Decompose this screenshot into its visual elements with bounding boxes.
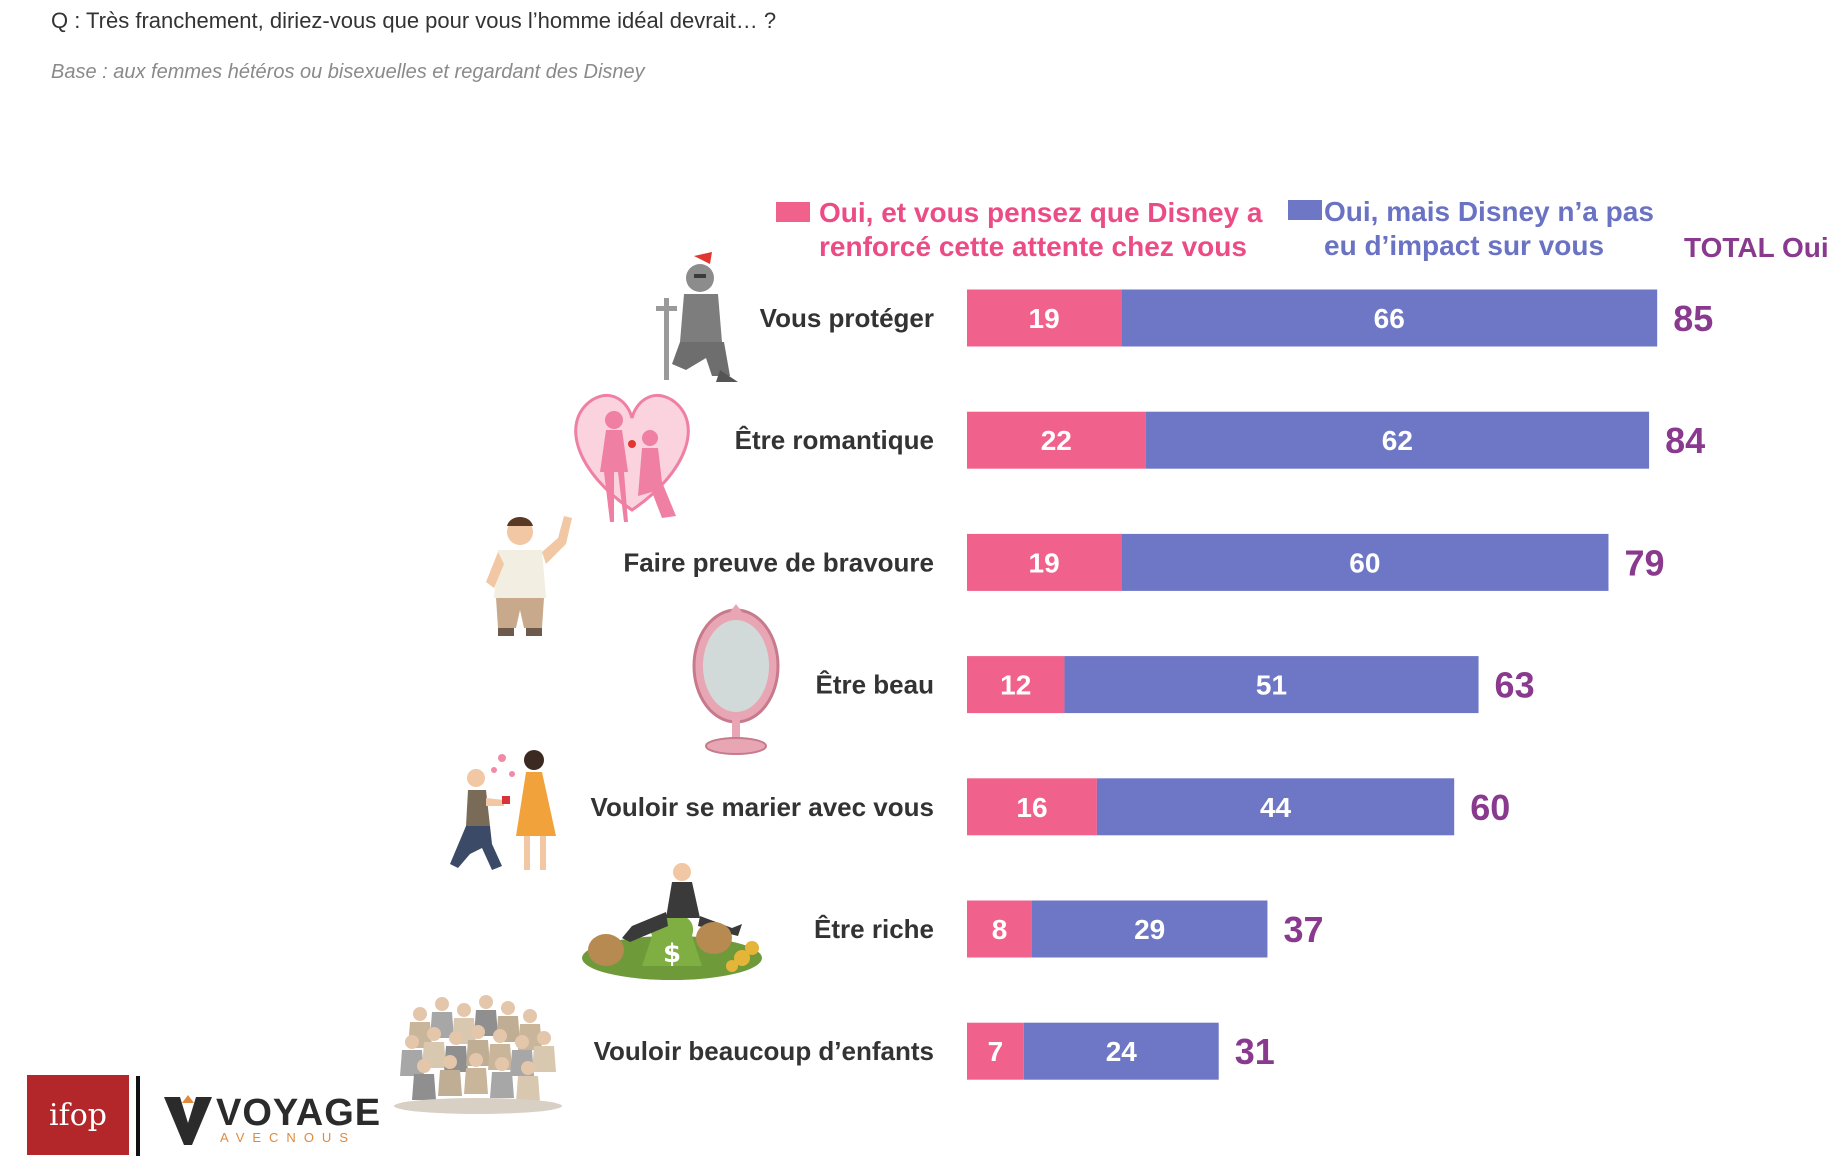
- total-value-label: 84: [1665, 420, 1705, 461]
- romantic-couple-heart-icon: [574, 394, 690, 522]
- bar-segment-disney-reinforced: [967, 778, 1097, 836]
- total-value-label: 37: [1283, 909, 1323, 950]
- legend-swatch-pink: [776, 202, 810, 222]
- bar-segment-disney-reinforced: [967, 411, 1146, 469]
- bar-value-label: 7: [988, 1036, 1004, 1067]
- rich-man-money-bags-icon: $: [582, 863, 762, 980]
- legend-blue-line1: Oui, mais Disney n’a pas: [1324, 196, 1654, 227]
- bar-segment-no-impact: [1031, 900, 1268, 958]
- bar-value-label: 12: [1000, 670, 1031, 701]
- bar-segment-disney-reinforced: [967, 533, 1122, 591]
- ifop-logo: ifop: [27, 1075, 129, 1155]
- total-value-label: 63: [1495, 665, 1535, 706]
- voyage-v-icon: [164, 1095, 212, 1145]
- bar-value-label: 44: [1260, 792, 1292, 823]
- category-label: Être riche: [814, 914, 934, 944]
- bar-segment-disney-reinforced: [967, 1022, 1024, 1080]
- total-value-label: 31: [1235, 1031, 1275, 1072]
- legend-swatch-blue: [1288, 200, 1322, 220]
- bar-segment-no-impact: [1145, 411, 1650, 469]
- bar-segment-no-impact: [1121, 533, 1609, 591]
- bar-value-label: 29: [1134, 914, 1165, 945]
- legend-pink: Oui, et vous pensez que Disney a renforc…: [819, 196, 1262, 264]
- bar-segment-no-impact: [1023, 1022, 1219, 1080]
- legend-blue-line2: eu d’impact sur vous: [1324, 230, 1605, 261]
- knight-icon: [656, 252, 738, 382]
- category-label: Être beau: [816, 670, 935, 700]
- svg-text:$: $: [663, 939, 681, 969]
- bar-value-label: 8: [992, 914, 1008, 945]
- bar-value-label: 60: [1349, 547, 1380, 578]
- bar-segment-disney-reinforced: [967, 900, 1032, 958]
- voyage-logo-text: VOYAGE: [216, 1092, 382, 1134]
- bar-segment-no-impact: [1121, 289, 1658, 347]
- legend-pink-line1: Oui, et vous pensez que Disney a: [819, 197, 1263, 228]
- total-header: TOTAL Oui: [1684, 232, 1829, 263]
- proposal-icon: [450, 750, 556, 870]
- logo-divider: [136, 1076, 140, 1156]
- bar-value-label: 24: [1106, 1036, 1138, 1067]
- voyage-logo-subtext: AVECNOUS: [220, 1130, 356, 1145]
- category-label: Vous protéger: [760, 303, 934, 333]
- bar-segment-disney-reinforced: [967, 289, 1122, 347]
- bar-value-label: 19: [1029, 547, 1060, 578]
- brave-man-icon: [486, 516, 572, 636]
- bar-segment-disney-reinforced: [967, 656, 1065, 714]
- icons-layer: $: [394, 252, 780, 1114]
- bar-value-label: 22: [1041, 425, 1072, 456]
- bar-segment-no-impact: [1096, 778, 1455, 836]
- bar-segment-no-impact: [1064, 656, 1479, 714]
- bar-value-label: 51: [1256, 670, 1287, 701]
- category-label: Faire preuve de bravoure: [623, 547, 934, 577]
- bar-value-label: 19: [1029, 303, 1060, 334]
- bar-value-label: 16: [1016, 792, 1047, 823]
- bar-value-label: 66: [1374, 303, 1405, 334]
- legend-pink-line2: renforcé cette attente chez vous: [819, 231, 1247, 262]
- total-value-label: 79: [1624, 542, 1664, 583]
- legend-blue: Oui, mais Disney n’a pas eu d’impact sur…: [1324, 195, 1654, 263]
- category-label: Vouloir se marier avec vous: [591, 792, 934, 822]
- large-family-icon: [394, 995, 562, 1114]
- bar-value-label: 62: [1382, 425, 1413, 456]
- category-label: Vouloir beaucoup d’enfants: [594, 1036, 934, 1066]
- mirror-icon: [692, 604, 780, 755]
- base-text: Base : aux femmes hétéros ou bisexuelles…: [51, 61, 645, 83]
- total-value-label: 85: [1673, 298, 1713, 339]
- total-value-label: 60: [1470, 787, 1510, 828]
- category-label: Être romantique: [735, 425, 934, 455]
- question-text: Q : Très franchement, diriez-vous que po…: [51, 8, 777, 33]
